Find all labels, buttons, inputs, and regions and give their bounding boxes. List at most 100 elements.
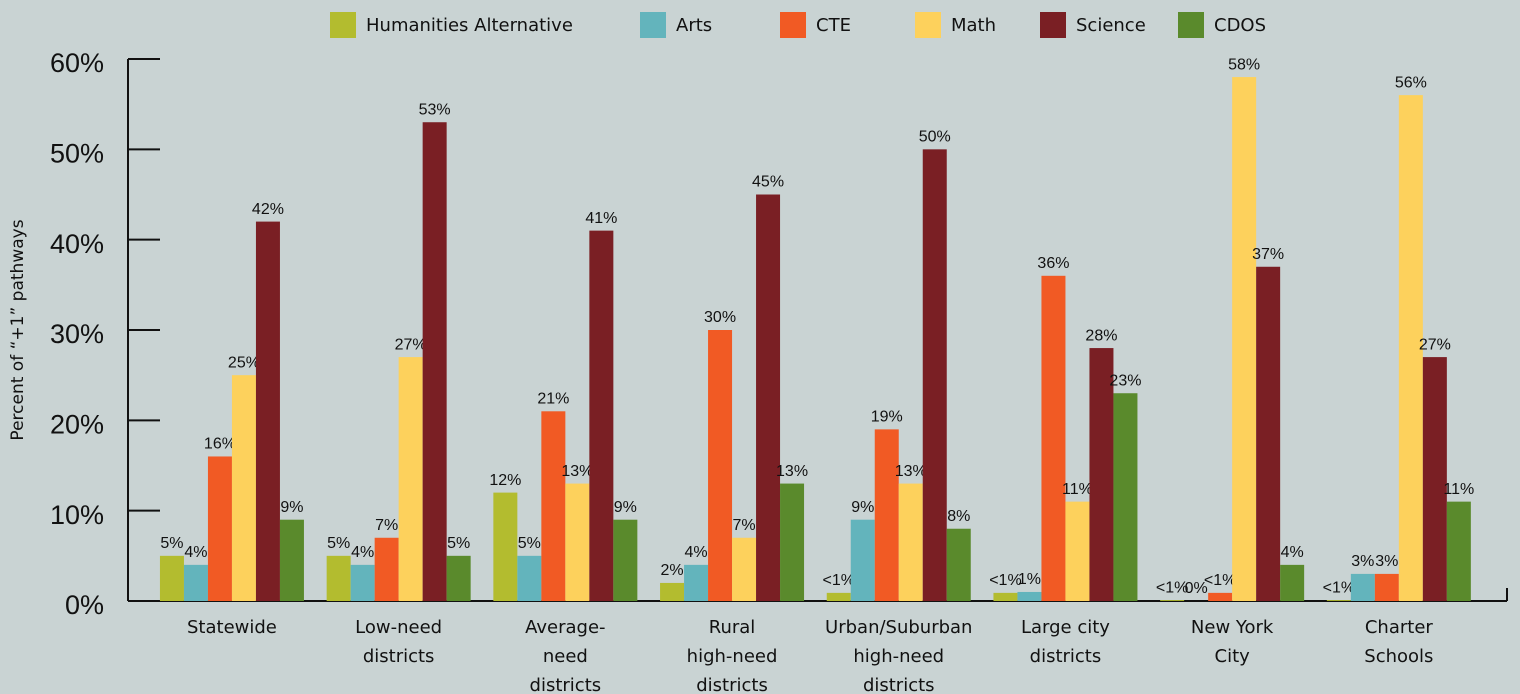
data-label: 50% (919, 129, 951, 146)
data-label: <1% (989, 572, 1021, 589)
bar (517, 555, 542, 601)
bar (446, 555, 471, 601)
legend-swatch (1040, 12, 1066, 38)
bar (1422, 357, 1447, 601)
data-label: 8% (947, 508, 970, 525)
data-label: 42% (252, 201, 284, 218)
bar (1160, 600, 1185, 601)
bar (946, 528, 971, 601)
bar (993, 592, 1018, 601)
legend-label: Arts (676, 15, 712, 36)
x-tick-label: Large city (1021, 617, 1110, 638)
bar (1374, 573, 1399, 601)
data-label: 5% (447, 535, 470, 552)
bar (159, 555, 184, 601)
x-tick-label: Charter (1365, 617, 1434, 638)
x-tick-label: Statewide (187, 617, 277, 638)
data-label: 2% (660, 562, 683, 579)
data-label: 45% (752, 174, 784, 191)
bar (255, 221, 280, 601)
y-axis-label: Percent of “+1” pathways (8, 219, 28, 440)
data-label: 11% (1443, 481, 1474, 498)
data-label: 4% (684, 544, 707, 561)
bar (756, 194, 781, 601)
x-tick-label: New York (1191, 617, 1274, 638)
bar (565, 483, 590, 601)
data-label: 7% (375, 517, 398, 534)
bar (231, 375, 256, 601)
data-label: 27% (395, 336, 427, 353)
data-label: 3% (1351, 553, 1374, 570)
bar (826, 592, 851, 601)
data-label: 13% (561, 463, 593, 480)
bar (350, 564, 375, 601)
bar (541, 411, 566, 601)
data-label: 0% (1185, 580, 1208, 597)
x-tick-label: districts (530, 675, 602, 694)
data-label: 13% (776, 463, 808, 480)
x-tick-label: City (1215, 646, 1251, 667)
bar (1256, 266, 1281, 601)
bar (183, 564, 208, 601)
data-label: 3% (1375, 553, 1398, 570)
y-tick-label: 10% (50, 500, 104, 530)
bar (708, 330, 733, 601)
bar (422, 122, 447, 601)
data-label: 1% (1018, 571, 1041, 588)
data-label: 27% (1419, 336, 1451, 353)
data-label: 30% (704, 309, 736, 326)
y-tick-label: 30% (50, 319, 104, 349)
data-label: <1% (823, 572, 855, 589)
data-label: 41% (585, 210, 617, 227)
data-label: 5% (518, 535, 541, 552)
bar (922, 149, 947, 602)
data-label: <1% (1156, 579, 1188, 596)
bar (732, 537, 757, 601)
bar (1350, 573, 1375, 601)
x-tick-label: Average- (525, 617, 605, 638)
data-label: 5% (160, 535, 183, 552)
data-label: 13% (895, 463, 927, 480)
legend-label: CDOS (1214, 15, 1266, 36)
data-label: 9% (851, 499, 874, 516)
y-tick-label: 60% (50, 48, 104, 78)
bar (780, 483, 805, 601)
x-tick-label: districts (863, 675, 935, 694)
bar (1065, 501, 1090, 601)
legend-label: Math (951, 15, 996, 36)
x-tick-label: districts (1030, 646, 1102, 667)
data-label: 11% (1062, 481, 1093, 498)
bar (1232, 77, 1257, 602)
data-label: 25% (228, 354, 260, 371)
bar (1208, 592, 1233, 601)
data-label: 21% (537, 391, 569, 408)
data-label: 53% (419, 101, 451, 118)
bar (1017, 591, 1042, 601)
y-tick-label: 40% (50, 229, 104, 259)
bar (589, 230, 614, 601)
x-tick-label: districts (696, 675, 768, 694)
bar (898, 483, 923, 601)
data-label: 16% (204, 436, 236, 453)
data-label: 4% (351, 544, 374, 561)
data-label: <1% (1204, 572, 1236, 589)
bar (613, 519, 638, 601)
data-label: 4% (1281, 544, 1304, 561)
y-tick-label: 0% (65, 590, 104, 620)
x-tick-label: Low-need (355, 617, 442, 638)
bar (398, 357, 423, 601)
x-tick-label: need (543, 646, 588, 667)
x-tick-label: districts (363, 646, 435, 667)
bar (279, 519, 304, 601)
bar (1041, 275, 1066, 601)
data-label: 5% (327, 535, 350, 552)
x-tick-label: high-need (687, 646, 778, 667)
legend-swatch (915, 12, 941, 38)
data-label: <1% (1323, 579, 1355, 596)
bar (493, 492, 518, 601)
bar (1113, 393, 1138, 601)
data-label: 56% (1395, 74, 1427, 91)
bar (1089, 348, 1114, 601)
x-tick-label: Rural (709, 617, 756, 638)
